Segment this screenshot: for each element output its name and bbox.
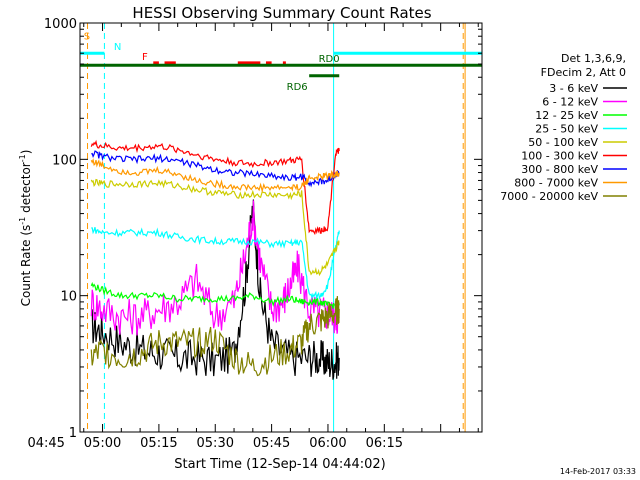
series-line-3-6-kev: [90, 199, 340, 380]
x-tick-label-0545: 05:45: [253, 436, 290, 451]
x-tick-label-0600: 06:00: [309, 436, 346, 451]
flag-label-f: F: [142, 52, 148, 63]
flag-label-s: S: [84, 31, 90, 42]
series-line-800-7000-kev: [90, 157, 340, 194]
flag-label-n: N: [114, 42, 121, 53]
y-tick-label-100: 100: [52, 153, 77, 168]
legend-label-6: 300 - 800 keV: [521, 163, 598, 176]
series-line-7000-20000-kev: [90, 296, 340, 377]
series-line-100-300-kev: [90, 139, 340, 236]
x-tick-label-0515: 05:15: [140, 436, 177, 451]
legend-label-0: 3 - 6 keV: [549, 82, 598, 95]
legend-header-line-1: Det 1,3,6,9,: [561, 52, 626, 65]
axes: 1 10 100 1000 04:45 05:00 05:15 05:30 05:45 06:00…: [27, 17, 482, 451]
legend-label-1: 6 - 12 keV: [542, 96, 598, 109]
y-tick-label-1000: 1000: [44, 17, 77, 32]
legend: Det 1,3,6,9, FDecim 2, Att 0 3 - 6 keV6 …: [500, 52, 627, 203]
x-tick-label-0445: 04:45: [27, 436, 64, 451]
legend-label-4: 50 - 100 keV: [528, 136, 598, 149]
series-line-12-25-kev: [90, 281, 340, 309]
flag-bars: S N F RD0 RD6: [80, 31, 482, 93]
legend-label-2: 12 - 25 keV: [535, 109, 598, 122]
data-layer: [87, 23, 466, 432]
legend-label-5: 100 - 300 keV: [521, 150, 598, 163]
y-tick-label-1: 1: [69, 426, 77, 441]
x-axis-label: Start Time (12-Sep-14 04:44:02): [174, 457, 385, 472]
y-tick-label-10: 10: [60, 290, 77, 305]
chart-title: HESSI Observing Summary Count Rates: [132, 4, 431, 22]
legend-label-3: 25 - 50 keV: [535, 123, 598, 136]
x-tick-label-0615: 06:15: [366, 436, 403, 451]
flag-label-rd0: RD0: [319, 54, 340, 65]
x-tick-label-0500: 05:00: [84, 436, 121, 451]
timestamp: 14-Feb-2017 03:33: [560, 467, 636, 476]
y-axis-label: Count Rate (s-1 detector-1): [18, 150, 33, 307]
legend-header-line-2: FDecim 2, Att 0: [541, 66, 626, 79]
legend-label-8: 7000 - 20000 keV: [500, 190, 598, 203]
series-line-6-12-kev: [90, 200, 340, 336]
x-tick-label-0530: 05:30: [197, 436, 234, 451]
series-line-300-800-kev: [91, 150, 340, 188]
plot-frame: [79, 22, 483, 433]
series-line-25-50-kev: [91, 227, 340, 300]
flag-label-rd6: RD6: [287, 82, 308, 93]
series-line-50-100-kev: [90, 178, 340, 277]
legend-label-7: 800 - 7000 keV: [514, 177, 598, 190]
